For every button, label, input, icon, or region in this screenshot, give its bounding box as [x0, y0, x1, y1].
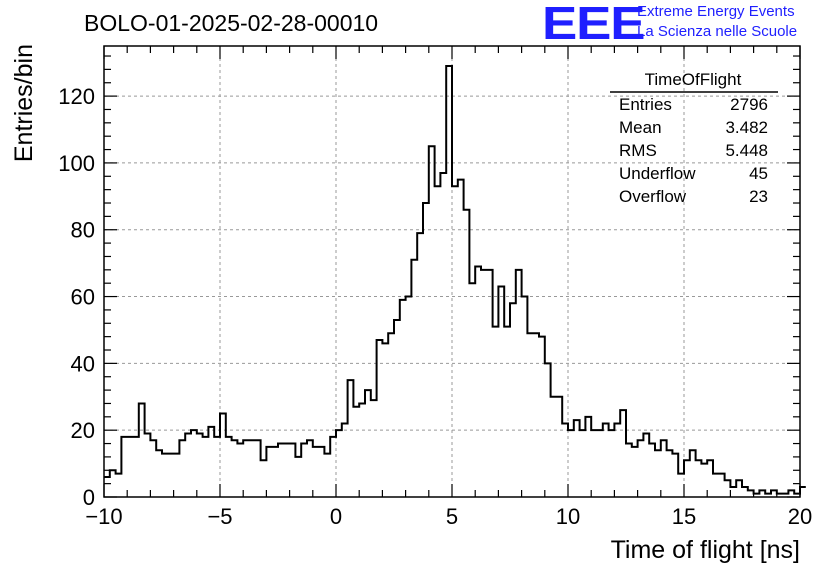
- y-tick-label: 20: [71, 418, 95, 443]
- x-tick-label: 10: [556, 504, 580, 529]
- y-tick-label: 60: [71, 285, 95, 310]
- stats-value-underflow: 45: [749, 164, 768, 183]
- y-axis-title: Entries/bin: [10, 44, 38, 162]
- stats-label-entries: Entries: [619, 95, 672, 114]
- x-tick-label: 15: [672, 504, 696, 529]
- y-tick-label: 40: [71, 351, 95, 376]
- stats-label-overflow: Overflow: [619, 187, 687, 206]
- stats-label-rms: RMS: [619, 141, 657, 160]
- histogram-line: [104, 65, 806, 495]
- y-tick-label: 80: [71, 218, 95, 243]
- stats-box: TimeOfFlight Entries 2796 Mean 3.482 RMS…: [610, 70, 778, 206]
- y-tick-label: 100: [58, 151, 95, 176]
- eee-logo-line2: La Scienza nelle Scuole: [637, 23, 798, 40]
- x-tick-label: 5: [446, 504, 458, 529]
- eee-logo: EEE: [542, 0, 646, 49]
- stats-box-title: TimeOfFlight: [645, 70, 742, 89]
- eee-logo-line1: Extreme Energy Events: [637, 3, 795, 20]
- run-title: BOLO-01-2025-02-28-00010: [84, 10, 379, 36]
- stats-value-overflow: 23: [749, 187, 768, 206]
- x-tick-label: −10: [85, 504, 122, 529]
- stats-label-mean: Mean: [619, 118, 662, 137]
- y-tick-label: 120: [58, 84, 95, 109]
- x-tick-label: 20: [788, 504, 812, 529]
- stats-value-mean: 3.482: [725, 118, 768, 137]
- stats-value-entries: 2796: [730, 95, 768, 114]
- stats-label-underflow: Underflow: [619, 164, 696, 183]
- y-tick-labels: 0 20 40 60 80 100 120: [58, 84, 95, 510]
- x-tick-labels: −10 −5 0 5 10 15 20: [85, 504, 812, 529]
- stats-value-rms: 5.448: [725, 141, 768, 160]
- x-tick-label: 0: [330, 504, 342, 529]
- axis-ticks: [103, 46, 801, 498]
- y-tick-label: 0: [83, 485, 95, 510]
- x-axis-title: Time of flight [ns]: [611, 536, 800, 564]
- x-tick-label: −5: [207, 504, 232, 529]
